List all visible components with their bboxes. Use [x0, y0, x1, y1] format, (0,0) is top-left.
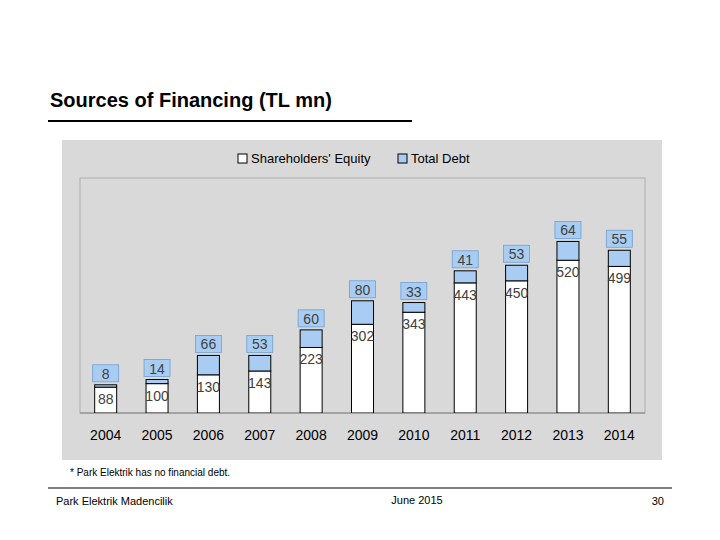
bar-segment	[197, 355, 219, 374]
data-label: 88	[98, 391, 114, 407]
data-label: 53	[509, 246, 525, 262]
bar-segment	[454, 271, 476, 283]
bar-segment	[249, 355, 271, 371]
label-box	[504, 245, 530, 262]
x-tick-label: 2010	[398, 427, 429, 443]
data-label: 499	[608, 270, 632, 286]
data-label: 343	[402, 316, 426, 332]
label-box	[298, 310, 324, 327]
x-tick-label: 2006	[193, 427, 224, 443]
footer-left: Park Elektrik Madencilik	[56, 495, 173, 507]
page-number: 30	[652, 495, 664, 507]
data-labels: 8881001413066143532236030280343334434145…	[93, 221, 633, 407]
legend-label: Shareholders' Equity	[251, 151, 371, 166]
bar-segment	[352, 301, 374, 325]
x-tick-label: 2008	[296, 427, 327, 443]
legend-swatch	[238, 154, 247, 163]
data-label: 55	[612, 231, 628, 247]
x-tick-label: 2009	[347, 427, 378, 443]
label-box	[144, 360, 170, 377]
data-label: 66	[201, 336, 217, 352]
data-label: 443	[454, 287, 478, 303]
x-tick-label: 2014	[604, 427, 635, 443]
x-tick-label: 2011	[450, 427, 480, 443]
bar-segment	[557, 241, 579, 260]
bar-segment	[403, 303, 425, 313]
bar-segment	[300, 347, 322, 413]
title-rule	[48, 120, 412, 122]
x-tick-label: 2013	[552, 427, 583, 443]
bar-segment	[454, 283, 476, 413]
plot-background	[62, 140, 662, 460]
title: Sources of Financing (TL mn)	[50, 89, 332, 111]
label-box	[452, 251, 478, 268]
data-label: 450	[505, 285, 529, 301]
data-label: 14	[149, 361, 165, 377]
bar-segment	[608, 266, 630, 413]
label-box	[401, 283, 427, 300]
data-label: 60	[303, 311, 319, 327]
data-label: 8	[102, 366, 110, 382]
data-label: 130	[197, 379, 221, 395]
data-label: 33	[406, 284, 422, 300]
data-label: 143	[248, 375, 272, 391]
bar-segment	[197, 375, 219, 413]
annotation: * Park Elektrik has no financial debt.	[70, 467, 230, 478]
chart: Sources of Financing (TL mn) Shareholders…	[0, 0, 720, 540]
footer-rule	[48, 488, 672, 489]
plot-frame	[80, 178, 645, 413]
footer-center: June 2015	[391, 494, 442, 506]
data-label: 520	[556, 264, 580, 280]
legend: Shareholders' Equity Total Debt	[238, 151, 470, 166]
data-label: 53	[252, 336, 268, 352]
bar-segment	[403, 312, 425, 413]
x-tick-label: 2004	[90, 427, 121, 443]
data-label: 223	[299, 351, 323, 367]
label-box	[350, 281, 376, 298]
x-tick-label: 2007	[244, 427, 275, 443]
bar-segment	[146, 384, 168, 413]
label-box	[606, 230, 632, 247]
data-label: 100	[145, 388, 169, 404]
label-box	[555, 221, 581, 238]
bar-segment	[249, 371, 271, 413]
legend-swatch	[398, 154, 407, 163]
x-tick-label: 2012	[501, 427, 532, 443]
bar-segment	[95, 387, 117, 413]
bar-segment	[300, 330, 322, 348]
bar-segment	[352, 324, 374, 413]
label-box	[247, 335, 273, 352]
data-label: 41	[457, 252, 473, 268]
bar-segment	[608, 250, 630, 266]
bar-segment	[146, 380, 168, 384]
bar-segment	[506, 265, 528, 281]
data-label: 64	[560, 222, 576, 238]
data-label: 302	[351, 328, 375, 344]
data-label: 80	[355, 282, 371, 298]
bars	[95, 241, 631, 413]
label-box	[195, 335, 221, 352]
legend-label: Total Debt	[411, 151, 470, 166]
label-box	[93, 365, 119, 382]
x-tick-label: 2005	[141, 427, 172, 443]
bar-segment	[557, 260, 579, 413]
bar-segment	[506, 281, 528, 413]
bar-segment	[95, 385, 117, 387]
